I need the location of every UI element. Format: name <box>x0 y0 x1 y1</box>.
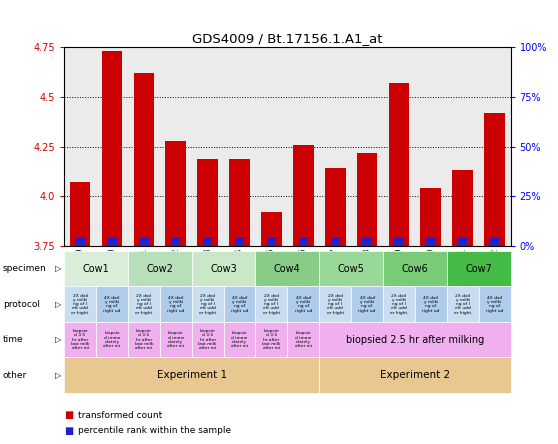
Text: 4X dail
y milki
ng of
right ud: 4X dail y milki ng of right ud <box>103 296 121 313</box>
Bar <box>362 238 372 246</box>
Text: 2X dail
y milki
ng of l
eft udd
er hight: 2X dail y milki ng of l eft udd er hight <box>326 293 344 315</box>
Text: 4X dail
y milki
ng of
right ud: 4X dail y milki ng of right ud <box>486 296 503 313</box>
Bar <box>383 47 415 246</box>
Bar <box>171 238 180 246</box>
Text: 2X dail
y milki
ng of l
eft udd
er hight: 2X dail y milki ng of l eft udd er hight <box>391 293 407 315</box>
Bar <box>267 238 276 246</box>
Bar <box>198 159 218 246</box>
Text: ▷: ▷ <box>55 300 61 309</box>
Bar <box>165 140 186 246</box>
Bar <box>75 238 85 246</box>
Text: 2X dail
y milki
ng of l
eft udd
er hight: 2X dail y milki ng of l eft udd er hight <box>71 293 89 315</box>
Bar <box>235 238 244 246</box>
Bar <box>395 238 403 246</box>
Bar <box>351 47 383 246</box>
Text: biopsied 2.5 hr after milking: biopsied 2.5 hr after milking <box>346 335 484 345</box>
Text: biopsie
d 3.5
hr after
last milk
after mi: biopsie d 3.5 hr after last milk after m… <box>262 329 281 350</box>
Bar <box>447 47 479 246</box>
Bar <box>415 47 447 246</box>
Text: 2X dail
y milki
ng of l
eft udd
er hight: 2X dail y milki ng of l eft udd er hight <box>454 293 472 315</box>
Bar <box>229 159 250 246</box>
Bar <box>128 47 160 246</box>
Text: Cow6: Cow6 <box>402 264 429 274</box>
Bar <box>107 238 117 246</box>
Bar <box>102 51 122 246</box>
Bar <box>261 213 282 246</box>
Text: 4X dail
y milki
ng of
right ud: 4X dail y milki ng of right ud <box>295 296 312 313</box>
Text: Experiment 1: Experiment 1 <box>157 370 227 380</box>
Text: biopsie
d 3.5
hr after
last milk
after mi: biopsie d 3.5 hr after last milk after m… <box>134 329 153 350</box>
Bar <box>133 72 154 246</box>
Text: biopsie
d imme
diately
after mi: biopsie d imme diately after mi <box>167 331 184 348</box>
Bar <box>426 238 435 246</box>
Bar <box>299 238 308 246</box>
Bar <box>160 47 192 246</box>
Text: protocol: protocol <box>3 300 40 309</box>
Text: biopsie
d imme
diately
after mi: biopsie d imme diately after mi <box>231 331 248 348</box>
Bar <box>96 47 128 246</box>
Text: Cow4: Cow4 <box>274 264 301 274</box>
Text: 4X dail
y milki
ng of
right ud: 4X dail y milki ng of right ud <box>167 296 185 313</box>
Text: percentile rank within the sample: percentile rank within the sample <box>78 426 231 435</box>
Text: biopsie
d imme
diately
after mi: biopsie d imme diately after mi <box>295 331 312 348</box>
Bar <box>325 169 345 246</box>
Text: Cow1: Cow1 <box>83 264 109 274</box>
Bar <box>293 145 314 246</box>
Text: 4X dail
y milki
ng of
right ud: 4X dail y milki ng of right ud <box>231 296 248 313</box>
Text: ▷: ▷ <box>55 371 61 380</box>
Text: 2X dail
y milki
ng of l
eft udd
er hight: 2X dail y milki ng of l eft udd er hight <box>135 293 152 315</box>
Bar <box>479 47 511 246</box>
Text: Experiment 2: Experiment 2 <box>380 370 450 380</box>
Bar <box>70 182 90 246</box>
Bar <box>421 188 441 246</box>
Bar <box>139 238 148 246</box>
Text: biopsie
d 3.5
hr after
last milk
after mi: biopsie d 3.5 hr after last milk after m… <box>71 329 89 350</box>
Text: ▷: ▷ <box>55 335 61 344</box>
Text: ▷: ▷ <box>55 264 61 273</box>
Text: transformed count: transformed count <box>78 411 162 420</box>
Text: 2X dail
y milki
ng of l
eft udd
er hight: 2X dail y milki ng of l eft udd er hight <box>199 293 217 315</box>
Text: Cow3: Cow3 <box>210 264 237 274</box>
Bar <box>224 47 256 246</box>
Bar <box>192 47 224 246</box>
Text: 4X dail
y milki
ng of
right ud: 4X dail y milki ng of right ud <box>358 296 376 313</box>
Bar <box>64 47 96 246</box>
Text: 4X dail
y milki
ng of
right ud: 4X dail y milki ng of right ud <box>422 296 440 313</box>
Text: Cow5: Cow5 <box>338 264 364 274</box>
Text: 2X dail
y milki
ng of l
eft udd
er hight: 2X dail y milki ng of l eft udd er hight <box>263 293 280 315</box>
Text: biopsie
d imme
diately
after mi: biopsie d imme diately after mi <box>103 331 121 348</box>
Bar <box>458 238 468 246</box>
Bar <box>287 47 319 246</box>
Bar <box>319 47 351 246</box>
Text: other: other <box>3 371 27 380</box>
Title: GDS4009 / Bt.17156.1.A1_at: GDS4009 / Bt.17156.1.A1_at <box>192 32 383 45</box>
Bar <box>388 83 410 246</box>
Bar <box>453 170 473 246</box>
Text: Cow7: Cow7 <box>465 264 492 274</box>
Bar <box>330 238 340 246</box>
Bar <box>484 113 505 246</box>
Bar <box>203 238 212 246</box>
Text: Cow2: Cow2 <box>146 264 174 274</box>
Text: ■: ■ <box>64 426 74 436</box>
Text: biopsie
d 3.5
hr after
last milk
after mi: biopsie d 3.5 hr after last milk after m… <box>199 329 217 350</box>
Bar <box>256 47 287 246</box>
Bar <box>490 238 499 246</box>
Text: specimen: specimen <box>3 264 46 273</box>
Text: ■: ■ <box>64 410 74 420</box>
Bar <box>357 153 377 246</box>
Text: time: time <box>3 335 23 344</box>
